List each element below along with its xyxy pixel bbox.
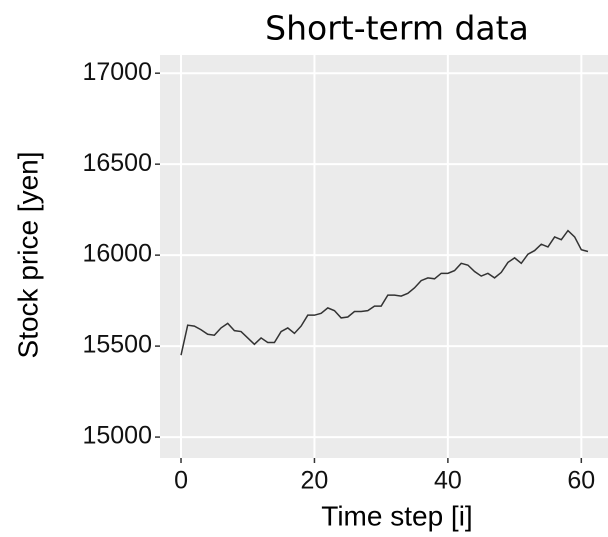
- x-tick-label: 0: [174, 467, 188, 495]
- y-axis-label: Stock price [yen]: [12, 152, 43, 359]
- x-tick-label: 40: [434, 467, 462, 495]
- y-tick-label: 17000: [82, 58, 152, 86]
- y-tick-label: 16500: [82, 149, 152, 177]
- line: [180, 229, 589, 356]
- x-tick-label: 60: [567, 467, 595, 495]
- y-tick-label: 16000: [82, 240, 152, 268]
- y-tick-label: 15000: [82, 422, 152, 450]
- x-axis-label: Time step [i]: [321, 500, 472, 531]
- x-tick-label: 20: [301, 467, 329, 495]
- y-tick-label: 15500: [82, 331, 152, 359]
- chart-title: Short-term data: [265, 9, 529, 48]
- panel: [160, 55, 608, 458]
